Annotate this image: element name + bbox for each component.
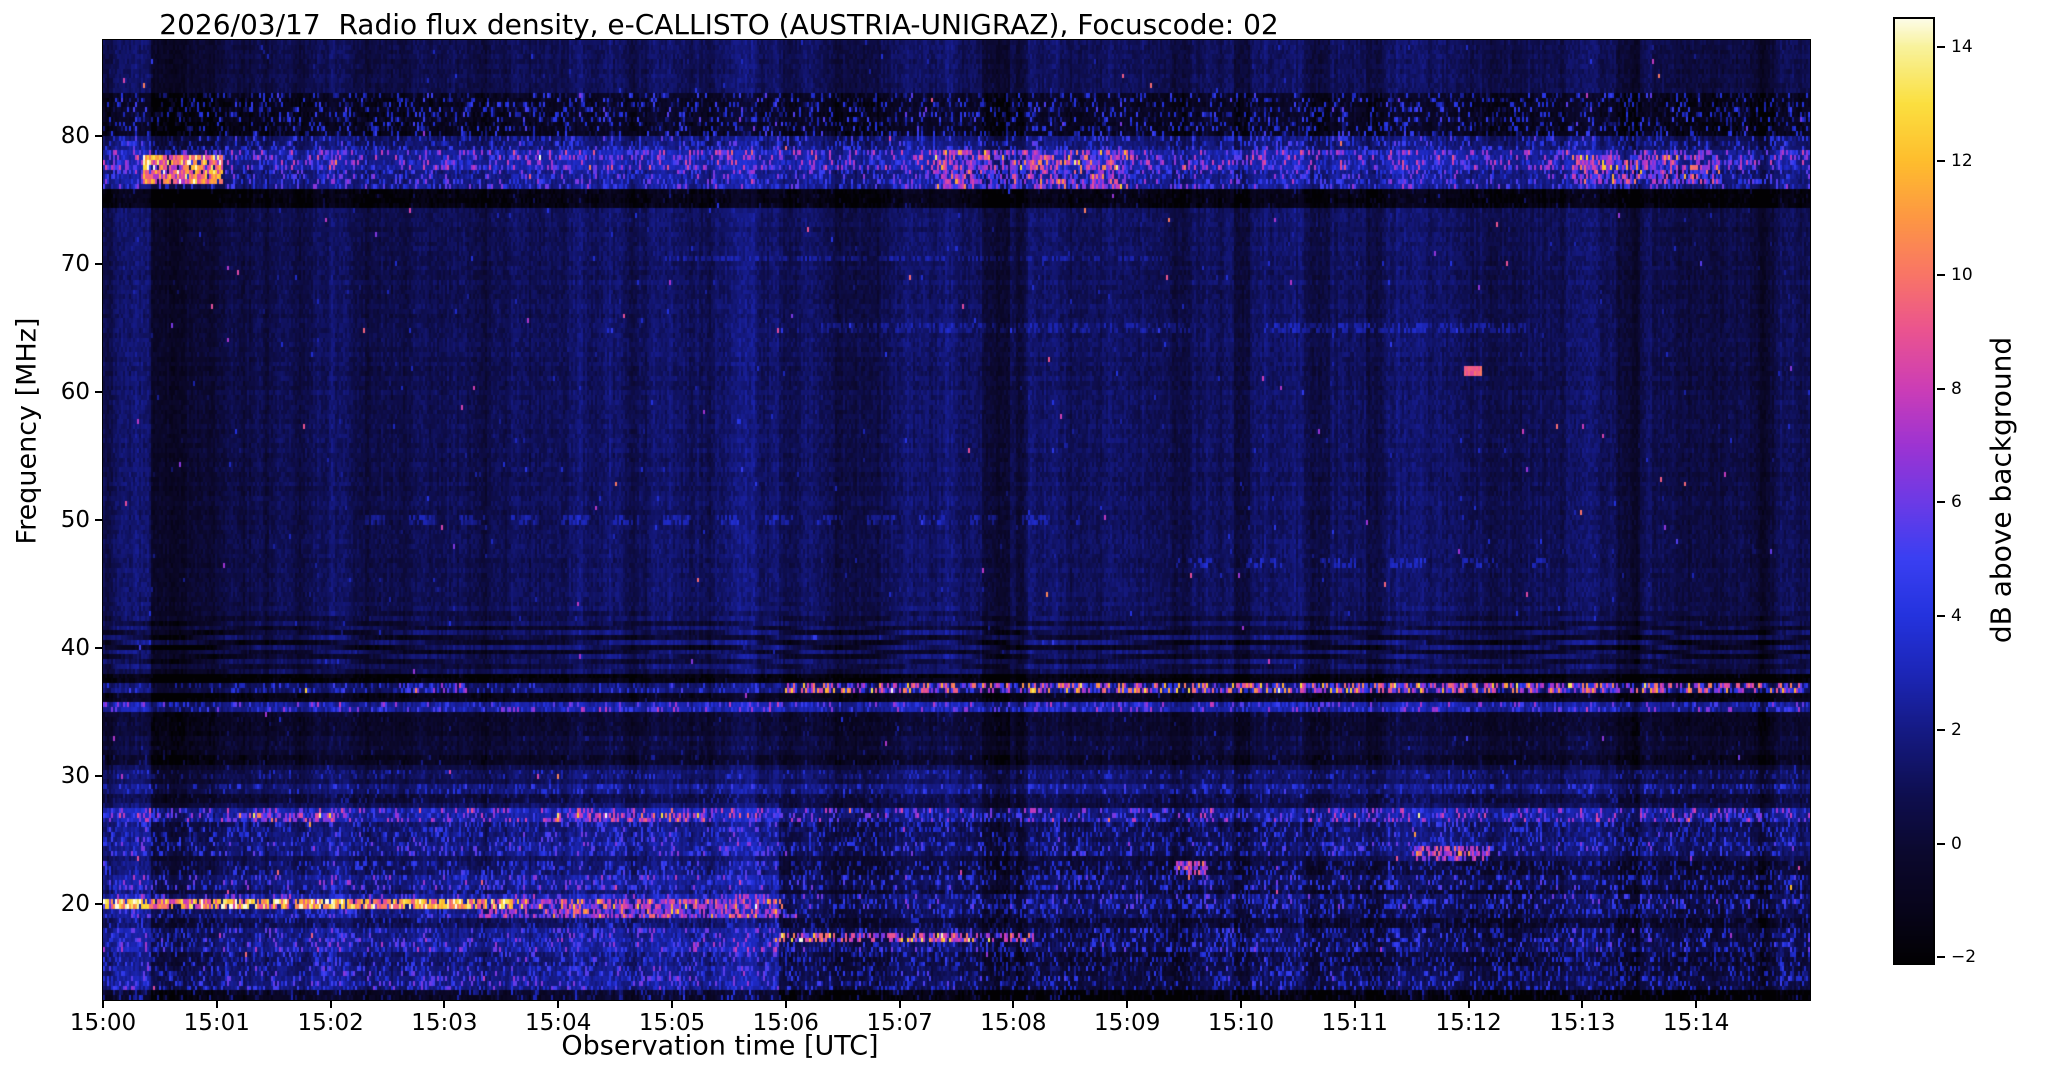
colorbar-tick-mark (1937, 160, 1945, 163)
y-axis-label: Frequency [MHz] (11, 317, 43, 545)
x-tick-label: 15:05 (638, 1010, 706, 1036)
colorbar-tick-mark (1937, 728, 1945, 731)
x-tick-mark (329, 1000, 332, 1008)
y-tick-mark (95, 903, 103, 905)
colorbar-tick-mark (1937, 842, 1945, 845)
y-tick-label: 20 (60, 891, 90, 917)
colorbar-tick-label: 6 (1951, 492, 1962, 513)
y-tick-label: 30 (60, 763, 90, 789)
colorbar-tick-mark (1937, 387, 1945, 390)
x-tick-mark (1581, 1000, 1584, 1008)
colorbar-tick-mark (1937, 956, 1945, 959)
y-tick-mark (95, 263, 103, 265)
colorbar-tick-label: 12 (1951, 151, 1973, 172)
colorbar-tick-label: −2 (1951, 947, 1977, 968)
x-tick-mark (671, 1000, 673, 1008)
x-tick-label: 15:06 (752, 1010, 819, 1036)
x-tick-label: 15:04 (525, 1010, 592, 1036)
y-tick-label: 40 (60, 635, 90, 661)
x-tick-label: 15:14 (1663, 1010, 1730, 1036)
y-tick-mark (95, 519, 103, 521)
colorbar-tick-label: 10 (1951, 264, 1973, 285)
x-tick-label: 15:10 (1207, 1010, 1275, 1036)
colorbar-label: dB above background (1984, 336, 2018, 644)
x-axis-label: Observation time [UTC] (561, 1030, 879, 1062)
x-tick-label: 15:13 (1549, 1010, 1616, 1036)
y-tick-mark (95, 775, 103, 777)
spectrogram-heatmap (102, 39, 1811, 1001)
colorbar-tick-label: 8 (1951, 378, 1962, 399)
x-tick-mark (1467, 1000, 1470, 1008)
x-tick-label: 15:02 (297, 1010, 364, 1036)
x-tick-label: 15:00 (69, 1010, 137, 1036)
colorbar-tick-label: 14 (1951, 37, 1973, 58)
colorbar-tick-label: 0 (1951, 833, 1962, 854)
colorbar-tick-label: 4 (1951, 606, 1962, 627)
x-tick-label: 15:07 (866, 1010, 933, 1036)
y-tick-label: 80 (60, 123, 90, 149)
colorbar-tick-mark (1937, 46, 1945, 49)
chart-title: 2026/03/17 Radio flux density, e-CALLIST… (159, 8, 1279, 41)
x-tick-label: 15:08 (980, 1010, 1047, 1036)
y-tick-mark (95, 391, 103, 393)
x-tick-label: 15:03 (411, 1010, 478, 1036)
x-tick-mark (443, 1000, 446, 1008)
x-tick-mark (557, 1000, 560, 1008)
x-tick-mark (1695, 1000, 1698, 1008)
colorbar-tick-mark (1937, 273, 1945, 276)
x-tick-mark (1012, 1000, 1015, 1008)
y-tick-label: 50 (60, 507, 90, 533)
colorbar-gradient (1893, 17, 1935, 965)
x-tick-mark (1240, 1000, 1242, 1008)
y-tick-label: 70 (60, 251, 90, 277)
x-tick-mark (215, 1000, 218, 1008)
x-tick-label: 15:09 (1094, 1010, 1161, 1036)
x-tick-mark (1353, 1000, 1356, 1008)
x-tick-label: 15:12 (1435, 1010, 1502, 1036)
colorbar-tick-mark (1937, 615, 1945, 618)
x-tick-label: 15:11 (1321, 1010, 1388, 1036)
x-tick-label: 15:01 (183, 1010, 250, 1036)
x-tick-mark (1126, 1000, 1129, 1008)
x-tick-mark (102, 1000, 104, 1008)
colorbar-tick-label: 2 (1951, 719, 1962, 740)
x-tick-mark (898, 1000, 901, 1008)
colorbar-tick-mark (1937, 501, 1945, 504)
x-tick-mark (784, 1000, 787, 1008)
y-tick-label: 60 (60, 379, 90, 405)
y-tick-mark (95, 647, 103, 649)
y-tick-mark (95, 135, 103, 137)
